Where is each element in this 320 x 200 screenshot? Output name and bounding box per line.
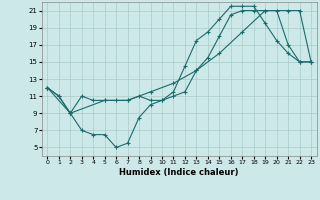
X-axis label: Humidex (Indice chaleur): Humidex (Indice chaleur) (119, 168, 239, 177)
